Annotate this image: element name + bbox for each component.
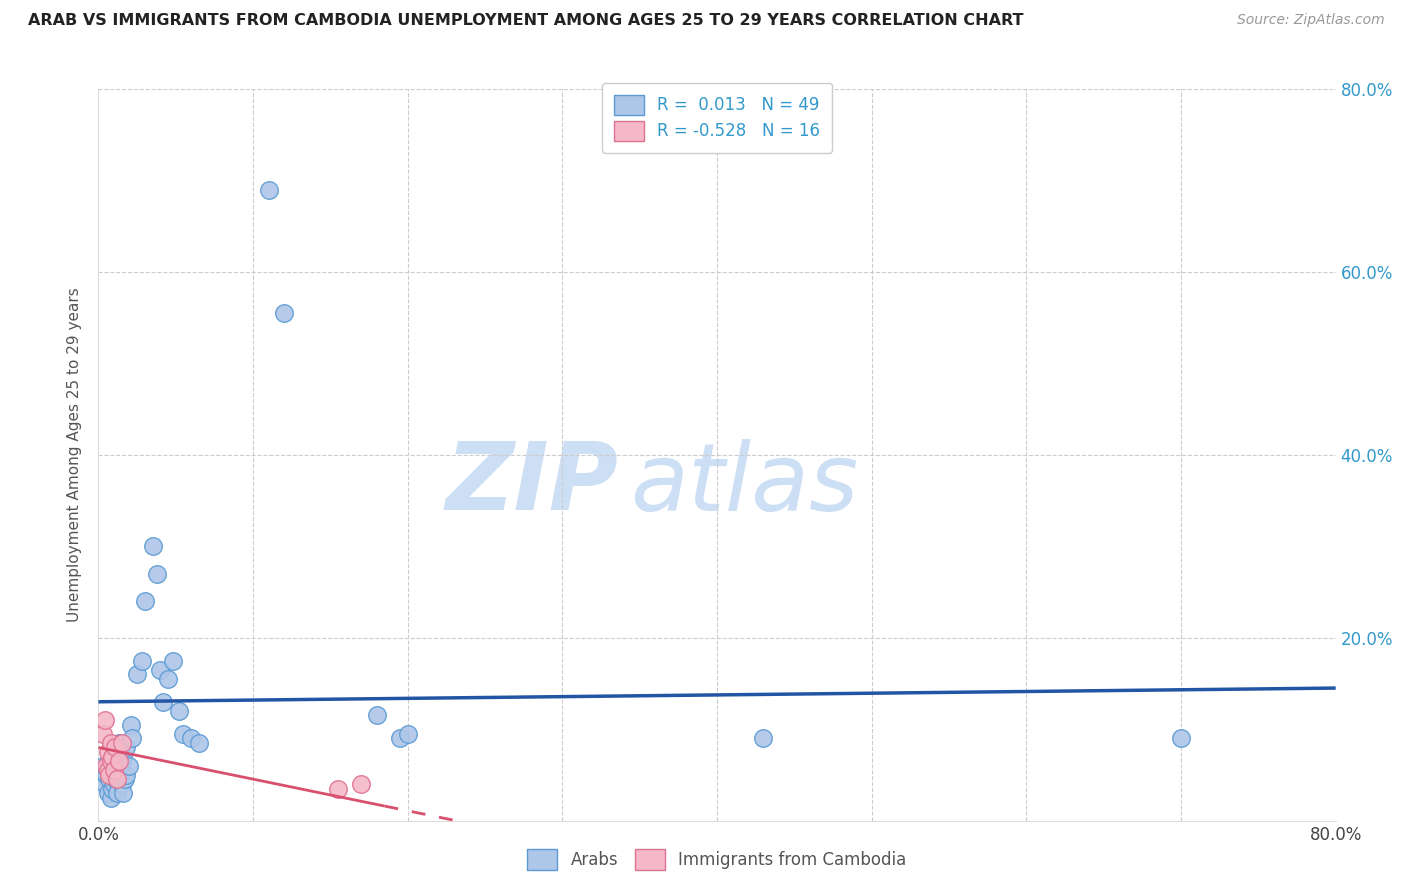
Point [101,749,124,764]
Point [127,667,149,681]
Point [111,736,134,750]
Point [111,777,134,791]
Point [100,790,122,805]
Point [173,727,195,741]
Point [98,772,121,787]
Point [98,764,121,778]
Point [91,727,114,741]
Point [103,764,125,778]
Point [93,713,115,727]
Point [180,731,202,746]
Text: Source: ZipAtlas.com: Source: ZipAtlas.com [1237,13,1385,28]
Text: atlas: atlas [630,439,859,530]
Point [101,749,124,764]
Point [108,764,131,778]
Point [103,740,125,755]
Point [107,768,129,782]
Point [350,777,373,791]
Point [388,731,412,746]
Point [93,777,115,791]
Point [118,758,141,772]
Point [96,768,118,782]
Point [366,708,388,723]
Point [115,740,138,755]
Point [257,183,280,197]
Point [104,758,127,772]
Point [112,786,135,800]
Point [96,758,118,772]
Point [105,786,128,800]
Point [97,745,120,759]
Point [101,781,124,796]
Point [149,663,172,677]
Point [107,754,129,768]
Point [98,768,121,782]
Point [752,731,775,746]
Text: ARAB VS IMMIGRANTS FROM CAMBODIA UNEMPLOYMENT AMONG AGES 25 TO 29 YEARS CORRELAT: ARAB VS IMMIGRANTS FROM CAMBODIA UNEMPLO… [28,13,1024,29]
Point [121,731,143,746]
Point [97,786,120,800]
Point [114,772,136,787]
Point [162,654,184,668]
Point [396,727,419,741]
Point [167,704,190,718]
Text: ZIP: ZIP [446,438,619,530]
Point [188,736,211,750]
Point [100,754,122,768]
Point [134,594,156,608]
Point [104,772,127,787]
Point [105,745,128,759]
Point [142,539,165,553]
Point [120,717,142,731]
Point [157,672,180,686]
Point [115,768,138,782]
Y-axis label: Unemployment Among Ages 25 to 29 years: Unemployment Among Ages 25 to 29 years [67,287,83,623]
Point [152,695,174,709]
Point [100,754,122,768]
Point [111,754,134,768]
Point [97,764,120,778]
Point [112,749,135,764]
Point [104,740,127,755]
Point [100,736,122,750]
Point [1170,731,1192,746]
Point [326,781,350,796]
Point [103,777,125,791]
Point [273,306,295,320]
Point [131,654,153,668]
Point [91,758,114,772]
Point [146,566,169,581]
Legend: Arabs, Immigrants from Cambodia: Arabs, Immigrants from Cambodia [519,841,915,878]
Point [107,736,129,750]
Point [105,772,128,787]
